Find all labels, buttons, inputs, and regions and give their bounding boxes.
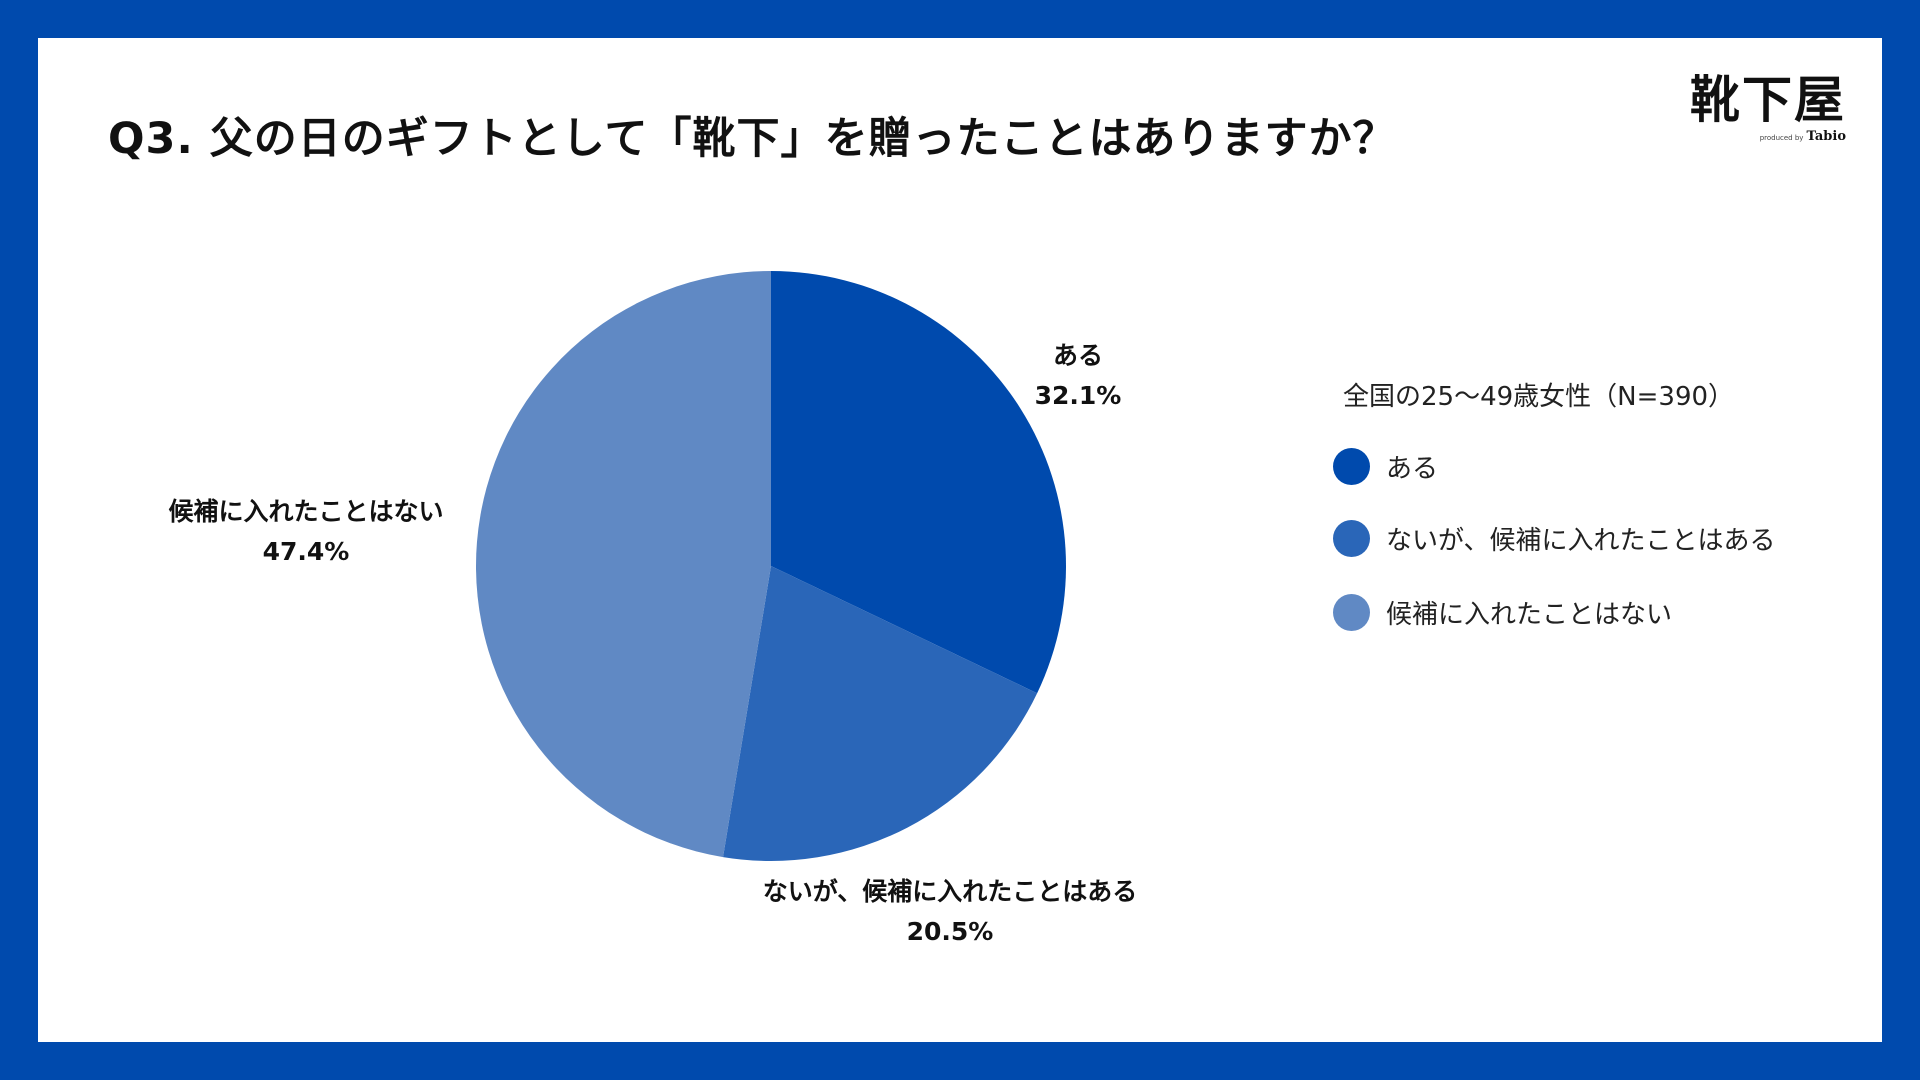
pie-slice-candidate <box>723 566 1038 862</box>
slice-value-never: 47.4% <box>263 537 350 566</box>
slice-label-candidate: ないが、候補に入れたことはある <box>763 877 1138 906</box>
logo-tagline: produced by Tabio <box>1690 128 1846 145</box>
logo-wordmark: 靴下屋 <box>1690 71 1846 129</box>
slice-value-aru: 32.1% <box>1035 381 1122 410</box>
legend-swatch-never <box>1333 593 1370 631</box>
legend-title: 全国の25～49歳女性（N=390） <box>1343 382 1735 412</box>
legend-item-candidate: ないが、候補に入れたことはある <box>1333 518 1775 558</box>
pie-slice-aru <box>771 271 1066 694</box>
pie-slice-never <box>476 271 771 858</box>
legend-item-aru: ある <box>1333 446 1438 486</box>
legend-swatch-candidate <box>1333 519 1370 557</box>
legend-label-never: 候補に入れたことはない <box>1386 599 1673 630</box>
legend-label-candidate: ないが、候補に入れたことはある <box>1386 525 1776 556</box>
legend-swatch-aru <box>1333 447 1370 485</box>
legend-item-never: 候補に入れたことはない <box>1333 592 1672 632</box>
slice-value-candidate: 20.5% <box>907 917 994 946</box>
legend-label-aru: ある <box>1386 453 1439 484</box>
page-title: Q3. 父の日のギフトとして「靴下」を贈ったことはありますか？ <box>108 114 1397 164</box>
slice-label-aru: ある <box>1053 341 1103 370</box>
slice-label-never: 候補に入れたことはない <box>168 497 443 526</box>
logo-brand: Tabio <box>1806 129 1846 144</box>
logo-produced-by: produced by <box>1759 134 1804 142</box>
brand-logo: 靴下屋 produced by Tabio <box>1690 72 1846 145</box>
